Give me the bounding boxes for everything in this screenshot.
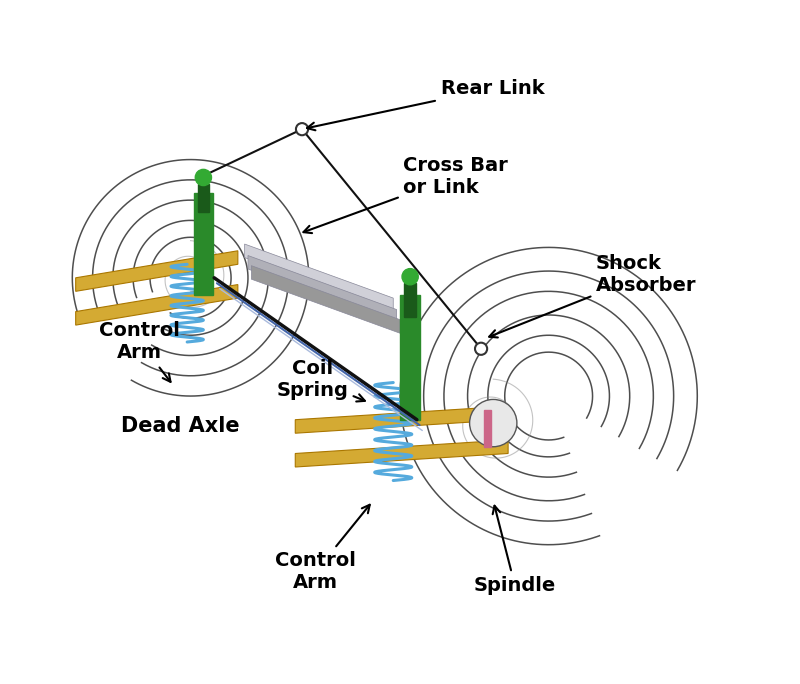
Text: Rear Link: Rear Link — [307, 79, 544, 130]
Text: Coil
Spring: Coil Spring — [276, 358, 365, 402]
Circle shape — [195, 170, 211, 185]
Bar — [484, 410, 490, 447]
Circle shape — [475, 343, 487, 355]
Text: Cross Bar
or Link: Cross Bar or Link — [303, 156, 508, 233]
Polygon shape — [295, 440, 508, 467]
Polygon shape — [251, 265, 400, 333]
Circle shape — [296, 123, 308, 135]
Text: Spindle: Spindle — [474, 505, 556, 595]
Text: Control
Arm: Control Arm — [99, 321, 180, 382]
Circle shape — [402, 269, 418, 285]
Bar — [194, 194, 213, 295]
Text: Control
Arm: Control Arm — [275, 505, 370, 592]
Text: Shock
Absorber: Shock Absorber — [490, 254, 697, 337]
Polygon shape — [76, 251, 238, 291]
Bar — [198, 184, 209, 211]
Polygon shape — [248, 256, 397, 323]
Bar — [400, 295, 420, 420]
Text: Dead Axle: Dead Axle — [121, 417, 240, 436]
Polygon shape — [76, 285, 238, 325]
Bar — [404, 283, 416, 317]
Circle shape — [470, 399, 517, 447]
Polygon shape — [245, 244, 394, 312]
Polygon shape — [295, 406, 508, 433]
